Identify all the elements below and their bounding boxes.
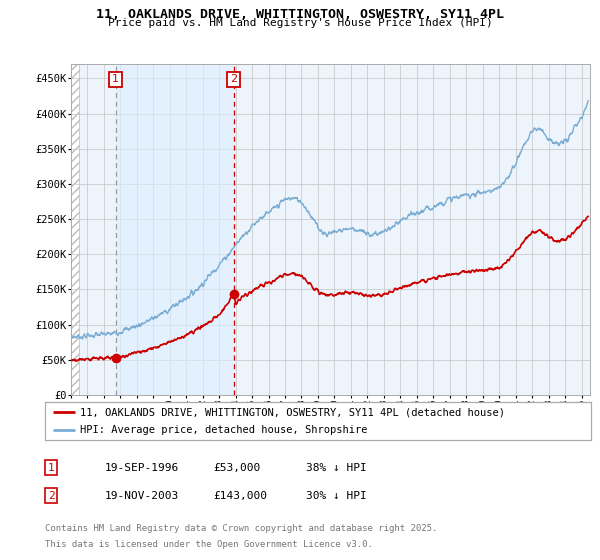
Text: Contains HM Land Registry data © Crown copyright and database right 2025.: Contains HM Land Registry data © Crown c… <box>45 524 437 533</box>
Text: 1: 1 <box>47 463 55 473</box>
Bar <box>116 64 233 395</box>
Text: 38% ↓ HPI: 38% ↓ HPI <box>306 463 367 473</box>
Text: 2: 2 <box>230 74 237 85</box>
Text: £143,000: £143,000 <box>213 491 267 501</box>
Text: 30% ↓ HPI: 30% ↓ HPI <box>306 491 367 501</box>
Text: 19-SEP-1996: 19-SEP-1996 <box>105 463 179 473</box>
Text: 11, OAKLANDS DRIVE, WHITTINGTON, OSWESTRY, SY11 4PL: 11, OAKLANDS DRIVE, WHITTINGTON, OSWESTR… <box>96 8 504 21</box>
Text: This data is licensed under the Open Government Licence v3.0.: This data is licensed under the Open Gov… <box>45 540 373 549</box>
Text: HPI: Average price, detached house, Shropshire: HPI: Average price, detached house, Shro… <box>80 425 368 435</box>
Text: 2: 2 <box>47 491 55 501</box>
Text: Price paid vs. HM Land Registry's House Price Index (HPI): Price paid vs. HM Land Registry's House … <box>107 18 493 29</box>
Text: 11, OAKLANDS DRIVE, WHITTINGTON, OSWESTRY, SY11 4PL (detached house): 11, OAKLANDS DRIVE, WHITTINGTON, OSWESTR… <box>80 407 505 417</box>
Text: £53,000: £53,000 <box>213 463 260 473</box>
Text: 19-NOV-2003: 19-NOV-2003 <box>105 491 179 501</box>
Text: 1: 1 <box>112 74 119 85</box>
